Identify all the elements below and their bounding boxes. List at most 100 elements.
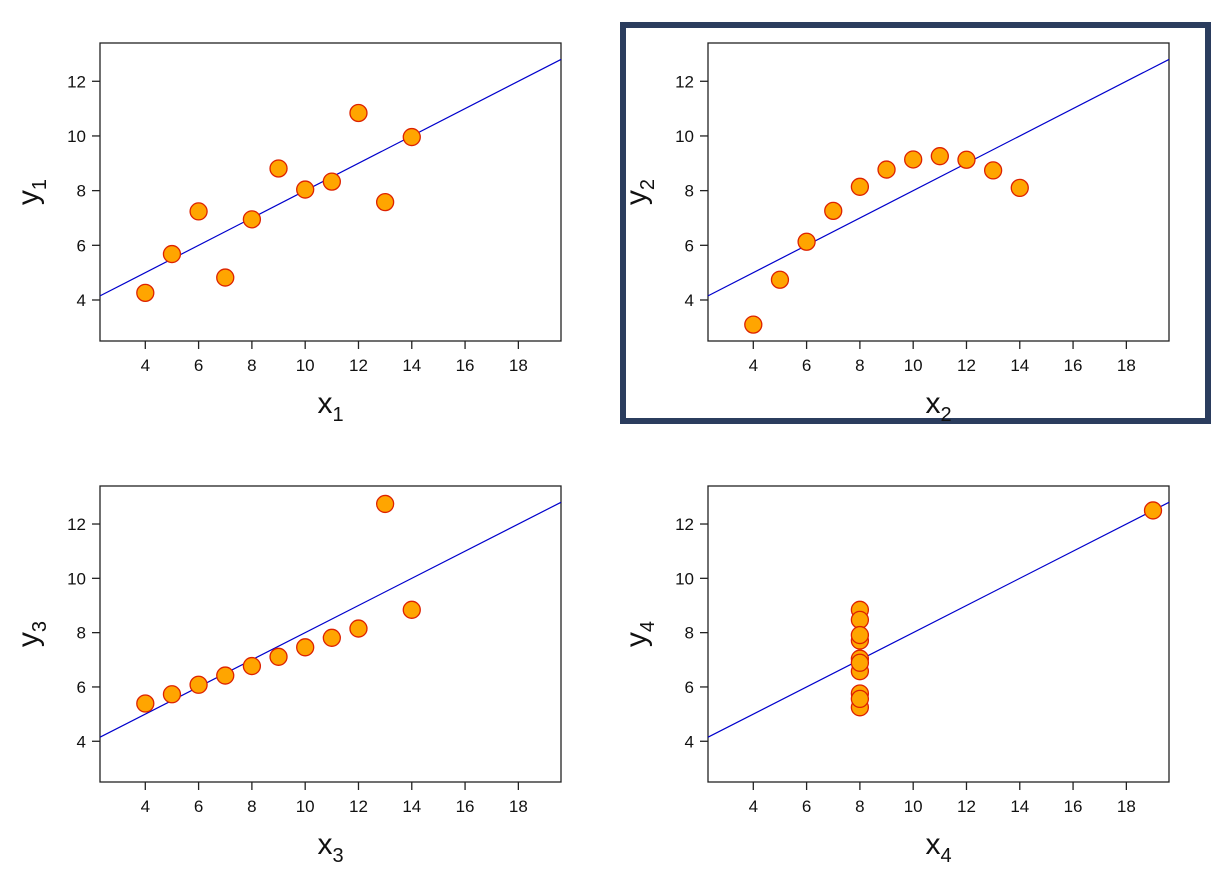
data-point [269,647,288,666]
data-point [322,628,341,647]
x-tick-label: 4 [141,797,150,816]
x-axis-label: x3 [317,828,343,867]
data-point [216,666,235,685]
panel-1: 4 6 8 10 12 14 16 18 4 6 8 10 12 x1 y1 [12,42,562,426]
x-tick-label: 16 [1064,797,1083,816]
panel-4: 4 6 8 10 12 14 16 18 4 6 8 10 12 x4 y4 [620,485,1170,867]
y-axis-label: y1 [12,179,51,205]
x-tick-label: 4 [749,356,758,375]
x-axis-label: x1 [317,387,343,426]
y-tick-label: 6 [685,678,694,697]
data-point [744,315,763,334]
data-point [983,161,1003,180]
data-point [402,127,421,147]
y-tick-label: 10 [675,127,694,146]
x-axis-label-subscript: 2 [940,404,951,426]
x-tick-label: 4 [141,356,150,375]
x-tick-label: 12 [349,356,368,375]
y-tick-label: 4 [77,291,86,310]
y-tick-label: 10 [67,127,86,146]
x-tick-label: 10 [296,356,315,375]
data-point [189,202,208,221]
highlight-box [620,22,1211,424]
data-point [216,268,235,287]
data-point [1143,501,1163,520]
y-tick-label: 4 [685,291,694,310]
x-tick-label: 8 [855,356,864,375]
x-tick-label: 18 [1117,356,1136,375]
data-point [162,244,182,264]
y-tick-label: 12 [67,515,86,534]
x-axis-label-subscript: 4 [940,845,951,867]
x-tick-label: 14 [402,797,421,816]
data-point [904,150,923,169]
x-tick-label: 12 [957,356,976,375]
regression-line [707,501,1170,738]
x-tick-label: 18 [509,356,528,375]
x-tick-label: 14 [402,356,421,375]
y-tick-label: 4 [77,732,86,751]
x-tick-label: 16 [1064,356,1083,375]
data-point [296,180,315,199]
y-tick-label: 6 [685,236,694,255]
data-point [375,192,395,212]
plot-frame [707,42,1170,342]
x-tick-label: 18 [1117,797,1136,816]
data-point [136,283,155,303]
x-tick-label: 14 [1010,797,1029,816]
data-point [824,201,843,221]
y-tick-label: 12 [67,72,86,91]
y-tick-label: 8 [77,182,86,201]
panel-3: 4 6 8 10 12 14 16 18 4 6 8 10 12 x3 y3 [12,485,562,867]
x-axis-label-subscript: 1 [332,404,343,426]
data-point [296,638,315,657]
data-point [850,653,870,672]
x-tick-label: 14 [1010,356,1029,375]
x-tick-label: 16 [456,356,475,375]
plot-frame [707,485,1170,783]
x-tick-label: 10 [904,797,923,816]
x-tick-label: 6 [802,797,811,816]
data-point [162,685,182,704]
x-tick-label: 6 [194,356,203,375]
x-tick-label: 4 [749,797,758,816]
x-tick-label: 8 [247,356,256,375]
x-tick-label: 10 [296,797,315,816]
x-axis-label: x4 [925,828,951,867]
y-tick-label: 8 [685,624,694,643]
data-point [242,210,262,229]
data-point [189,675,208,694]
plot-frame [99,485,562,783]
y-tick-label: 6 [77,678,86,697]
y-axis-label-subscript: 1 [29,179,51,190]
y-tick-label: 8 [685,182,694,201]
data-point [850,625,870,645]
y-tick-label: 12 [675,515,694,534]
data-point [930,147,949,166]
x-tick-label: 16 [456,797,475,816]
x-tick-label: 18 [509,797,528,816]
y-tick-label: 12 [675,72,694,91]
y-tick-label: 10 [675,569,694,588]
x-tick-label: 8 [247,797,256,816]
y-axis-label-subscript: 4 [637,621,659,632]
y-tick-label: 4 [685,732,694,751]
data-point [957,150,976,169]
data-point [850,610,870,630]
y-tick-label: 8 [77,624,86,643]
data-point [797,232,816,251]
data-point [1010,178,1029,198]
data-point [850,177,870,196]
data-point [349,103,368,123]
data-point [770,270,790,289]
y-axis-label: y3 [12,621,51,647]
x-tick-label: 12 [957,797,976,816]
y-axis-label: y4 [620,621,659,647]
x-tick-label: 10 [904,356,923,375]
y-tick-label: 6 [77,236,86,255]
data-point [402,600,421,619]
data-point [850,689,870,709]
y-axis-label-subscript: 3 [29,621,51,632]
